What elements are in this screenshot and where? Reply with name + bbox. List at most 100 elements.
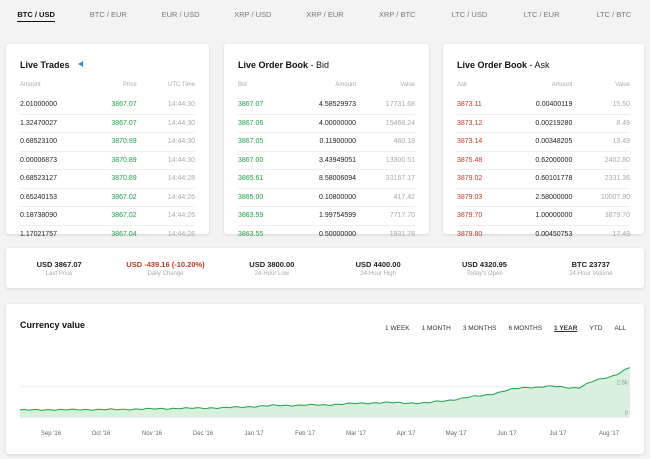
order-book-bid-title: Live Order Book - Bid — [238, 60, 330, 70]
table-cell: 8.58006094 — [319, 175, 356, 183]
pair-tab-label: XRP / USD — [234, 10, 272, 19]
table-cell: 3879.80 — [457, 231, 483, 239]
column-header: Price — [122, 82, 137, 88]
table-row: 2.01000000 3867.07 14:44:30 — [20, 96, 195, 115]
table-cell: 0.11900000 — [319, 138, 356, 146]
stat-item: BTC 23737 24-Hour Volume — [538, 248, 644, 288]
table-row: 0.00006873 3870.89 14:44:30 — [20, 152, 195, 170]
table-cell: 3870.89 — [111, 175, 137, 183]
order-book-ask-header: Ask Amount Value — [457, 82, 630, 88]
table-cell: 3873.11 — [457, 101, 482, 109]
pair-tab[interactable]: BTC / USD — [0, 0, 72, 30]
order-book-bid-header: Bid Amount Value — [238, 82, 415, 88]
table-cell: 0.00450753 — [535, 231, 573, 239]
table-row: 3863.59 1.99754599 7717.70 — [238, 207, 415, 226]
range-option[interactable]: YTD — [589, 325, 603, 332]
pair-tab-label: BTC / EUR — [89, 10, 127, 19]
table-cell: 460.18 — [393, 138, 415, 146]
table-cell: 3879.02 — [457, 175, 483, 183]
pair-tab[interactable]: LTC / BTC — [578, 0, 650, 30]
table-cell: 3879.70 — [604, 212, 631, 220]
pair-tab-label: LTC / USD — [451, 10, 488, 19]
pair-tab[interactable]: LTC / EUR — [506, 0, 578, 30]
table-cell: 3867.00 — [238, 156, 264, 164]
table-cell: 417.42 — [393, 193, 415, 201]
y-tick-label: 2.5k — [617, 381, 629, 387]
table-row: 3867.05 0.11900000 460.18 — [238, 133, 415, 152]
table-cell: 0.18738090 — [20, 212, 57, 220]
table-cell: 3865.00 — [238, 193, 264, 201]
x-tick-label: Apr '17 — [397, 431, 416, 437]
stat-value: USD 3800.00 — [249, 260, 295, 269]
table-cell: 3.43949051 — [319, 156, 356, 164]
chart-series-line — [19, 367, 631, 411]
table-cell: 3879.70 — [457, 212, 483, 220]
table-cell: 1.32470027 — [20, 119, 57, 127]
table-cell: 14:44:30 — [167, 156, 195, 164]
stat-item: USD 3867.07 Last Price — [6, 248, 112, 288]
column-header: UTC Time — [167, 82, 195, 88]
stat-item: USD 4320.95 Today's Open — [431, 248, 537, 288]
x-tick-label: May '17 — [446, 431, 467, 437]
table-cell: 3870.89 — [111, 156, 137, 164]
column-header: Value — [615, 82, 631, 88]
table-cell: 14:44:26 — [167, 212, 195, 220]
pair-tab[interactable]: XRP / BTC — [361, 0, 433, 30]
column-header: Amount — [335, 82, 356, 88]
table-cell: 3873.14 — [457, 138, 483, 146]
currency-value-chart: 0 2.5k Sep '16 Oct '16 Nov '16 Dec '16 Jan '17… — [19, 367, 631, 437]
table-cell: 14:44:26 — [167, 193, 195, 201]
stat-label: 24-Hour Volume — [569, 271, 613, 277]
table-cell: 4.00000000 — [319, 119, 356, 127]
table-cell: 7717.70 — [389, 212, 415, 220]
stat-value: USD -439.16 (-10.20%) — [126, 260, 205, 269]
table-cell: 13.49 — [612, 138, 631, 146]
column-header: Value — [400, 82, 415, 88]
y-tick-label: 0 — [625, 411, 629, 417]
table-cell: 14:44:30 — [167, 119, 195, 127]
x-tick-label: Mar '17 — [346, 431, 366, 437]
pair-tab[interactable]: XRP / USD — [217, 0, 289, 30]
range-option[interactable]: 1 YEAR — [554, 325, 578, 332]
pair-tab[interactable]: LTC / USD — [433, 0, 505, 30]
table-cell: 8.49 — [616, 119, 631, 127]
table-cell: 2.58000000 — [535, 193, 573, 201]
x-tick-label: Dec '16 — [193, 431, 214, 437]
pair-tab-label: EUR / USD — [161, 10, 200, 19]
table-row: 3875.48 0.62000000 2402.80 — [457, 152, 631, 170]
stat-value: USD 4320.95 — [461, 260, 507, 269]
range-option[interactable]: 1 WEEK — [385, 325, 410, 332]
table-cell: 0.00219280 — [535, 119, 573, 127]
table-row: 0.68523100 3870.89 14:44:30 — [20, 133, 195, 152]
table-cell: 3863.55 — [238, 231, 264, 239]
time-range-selector: 1 WEEK 1 MONTH 3 MONTHS 6 MONTHS 1 YEAR YTD AL… — [373, 325, 626, 332]
x-tick-label: Sep '16 — [41, 431, 62, 437]
table-row: 3865.00 0.10800000 417.42 — [238, 189, 415, 207]
table-row: 0.18738090 3867.02 14:44:26 — [20, 207, 195, 226]
table-cell: 1.17021757 — [20, 231, 57, 239]
pair-tab[interactable]: XRP / EUR — [289, 0, 361, 30]
table-cell: 14:44:28 — [167, 175, 195, 183]
stat-label: 24-Hour High — [360, 271, 396, 277]
table-cell: 2402.80 — [604, 156, 631, 164]
table-cell: 1.99754599 — [319, 212, 356, 220]
table-cell: 2.01000000 — [20, 101, 57, 109]
table-row: 0.65240153 3867.02 14:44:26 — [20, 189, 195, 207]
table-cell: 3870.89 — [111, 138, 137, 146]
range-option[interactable]: ALL — [614, 325, 626, 332]
table-row: 3873.14 0.00348205 13.49 — [457, 133, 630, 152]
table-cell: 3867.07 — [111, 119, 137, 127]
live-trades-header: Amount Price UTC Time — [20, 82, 195, 88]
range-option[interactable]: 1 MONTH — [421, 325, 451, 332]
range-option[interactable]: 3 MONTHS — [462, 325, 497, 332]
pair-tab-label: XRP / EUR — [306, 10, 344, 19]
pair-tab[interactable]: EUR / USD — [144, 0, 216, 30]
range-option[interactable]: 6 MONTHS — [508, 325, 543, 332]
stat-item: USD 4400.00 24-Hour High — [325, 248, 431, 288]
table-cell: 3867.05 — [238, 138, 264, 146]
table-row: 3879.03 2.58000000 10007.90 — [457, 189, 630, 207]
x-tick-label: Nov '16 — [142, 431, 163, 437]
pair-tab[interactable]: BTC / EUR — [72, 0, 144, 30]
table-cell: 3865.61 — [238, 175, 264, 183]
table-cell: 3875.48 — [457, 156, 483, 164]
